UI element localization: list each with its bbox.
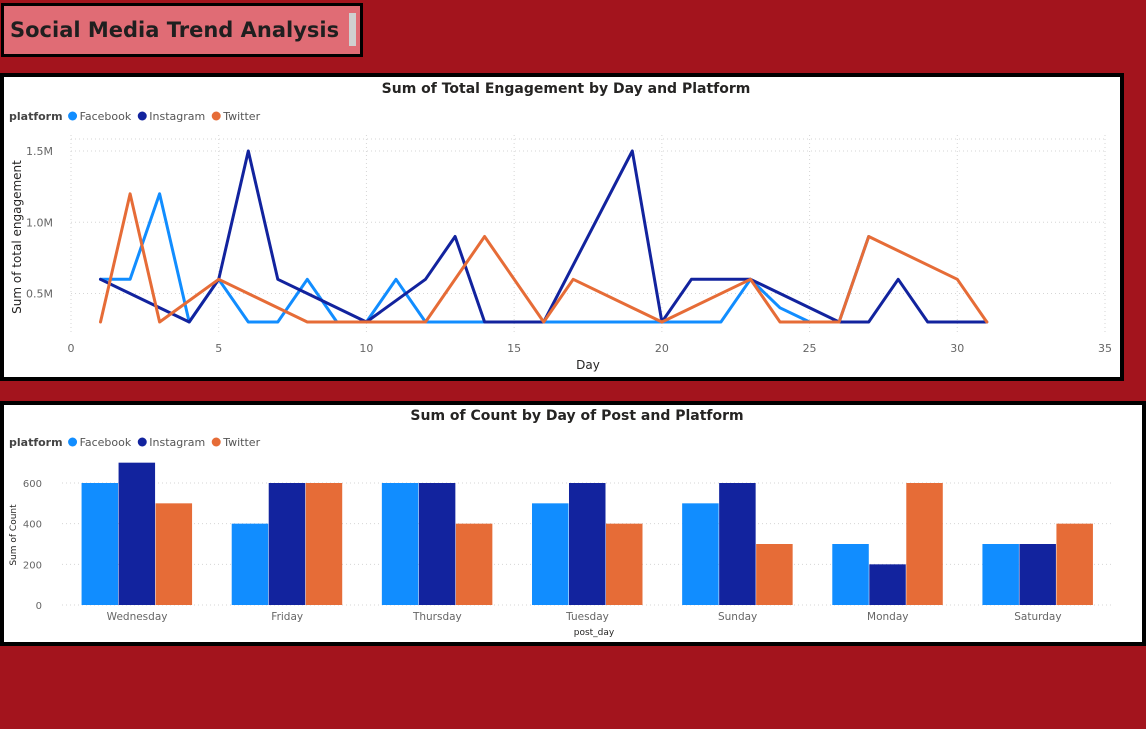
title-scrollbar[interactable] [349, 13, 356, 46]
chart-title: Sum of Count by Day of Post and Platform [410, 408, 743, 424]
legend-marker-facebook [68, 111, 78, 121]
x-tick-label: 5 [215, 342, 222, 355]
bar-facebook-friday [231, 523, 269, 605]
report-title-box: Social Media Trend Analysis [1, 3, 363, 57]
x-axis-title: post_day [574, 628, 615, 638]
x-tick-label: Tuesday [565, 611, 609, 623]
y-tick-label: 200 [23, 560, 42, 571]
x-tick-label: Sunday [718, 611, 757, 623]
y-tick-label: 0 [36, 601, 42, 612]
x-tick-label: 35 [1098, 342, 1112, 355]
legend-marker-instagram [137, 111, 147, 121]
bar-instagram-monday [869, 564, 906, 605]
line-chart-panel: Sum of Total Engagement by Day and Platf… [0, 73, 1124, 381]
legend-marker-twitter [211, 437, 221, 447]
x-tick-label: Friday [271, 611, 303, 623]
bar-facebook-tuesday [532, 503, 569, 605]
x-tick-label: Monday [867, 611, 908, 623]
report-title: Social Media Trend Analysis [10, 18, 340, 42]
count-bar-chart: Sum of Count by Day of Post and Platform… [9, 408, 1113, 638]
bar-twitter-monday [906, 483, 943, 605]
x-tick-label: 25 [803, 342, 817, 355]
legend-title: platform [9, 110, 63, 123]
bar-twitter-tuesday [606, 523, 643, 605]
legend-label-facebook: Facebook [80, 436, 132, 449]
x-tick-label: 0 [68, 342, 75, 355]
bar-instagram-wednesday [118, 462, 156, 605]
legend-title: platform [9, 436, 63, 449]
x-tick-label: 20 [655, 342, 669, 355]
bar-instagram-friday [268, 483, 306, 605]
series-line-instagram [99, 149, 989, 324]
bar-facebook-wednesday [81, 483, 119, 605]
legend-marker-instagram [137, 437, 147, 447]
legend-label-instagram: Instagram [149, 436, 205, 449]
legend-marker-twitter [211, 111, 221, 121]
y-tick-label: 1.5M [26, 145, 53, 158]
x-tick-label: Wednesday [107, 611, 168, 623]
bar-twitter-thursday [455, 523, 493, 605]
bar-facebook-thursday [381, 483, 419, 605]
y-tick-label: 400 [23, 520, 42, 531]
y-tick-label: 1.0M [26, 216, 53, 229]
x-tick-label: 30 [950, 342, 964, 355]
bar-instagram-sunday [719, 483, 756, 605]
bar-twitter-wednesday [155, 503, 193, 605]
bar-twitter-saturday [1056, 523, 1093, 605]
bar-facebook-saturday [982, 544, 1019, 605]
y-tick-label: 0.5M [26, 288, 53, 301]
x-axis-title: Day [576, 358, 600, 372]
bar-instagram-thursday [418, 483, 456, 605]
bar-chart-panel: Sum of Count by Day of Post and Platform… [0, 401, 1146, 646]
legend-label-facebook: Facebook [80, 110, 132, 123]
report-title-background: Social Media Trend Analysis [4, 6, 360, 54]
bar-instagram-tuesday [569, 483, 606, 605]
engagement-line-chart: Sum of Total Engagement by Day and Platf… [9, 81, 1112, 372]
x-tick-label: 10 [359, 342, 373, 355]
legend-label-instagram: Instagram [149, 110, 205, 123]
bar-twitter-friday [305, 483, 343, 605]
legend-marker-facebook [68, 437, 78, 447]
x-tick-label: Thursday [412, 611, 462, 623]
x-tick-label: 15 [507, 342, 521, 355]
bar-twitter-sunday [756, 544, 793, 605]
bar-instagram-saturday [1019, 544, 1056, 605]
x-tick-label: Saturday [1014, 611, 1061, 623]
series-line-twitter [99, 192, 989, 324]
y-axis-title: Sum of Count [9, 504, 19, 566]
legend-label-twitter: Twitter [222, 110, 260, 123]
series-line-facebook [99, 192, 871, 324]
chart-title: Sum of Total Engagement by Day and Platf… [382, 81, 751, 97]
bar-facebook-sunday [682, 503, 719, 605]
bar-facebook-monday [832, 544, 869, 605]
legend-label-twitter: Twitter [222, 436, 260, 449]
y-tick-label: 600 [23, 479, 42, 490]
y-axis-title: Sum of total engagement [10, 160, 24, 314]
